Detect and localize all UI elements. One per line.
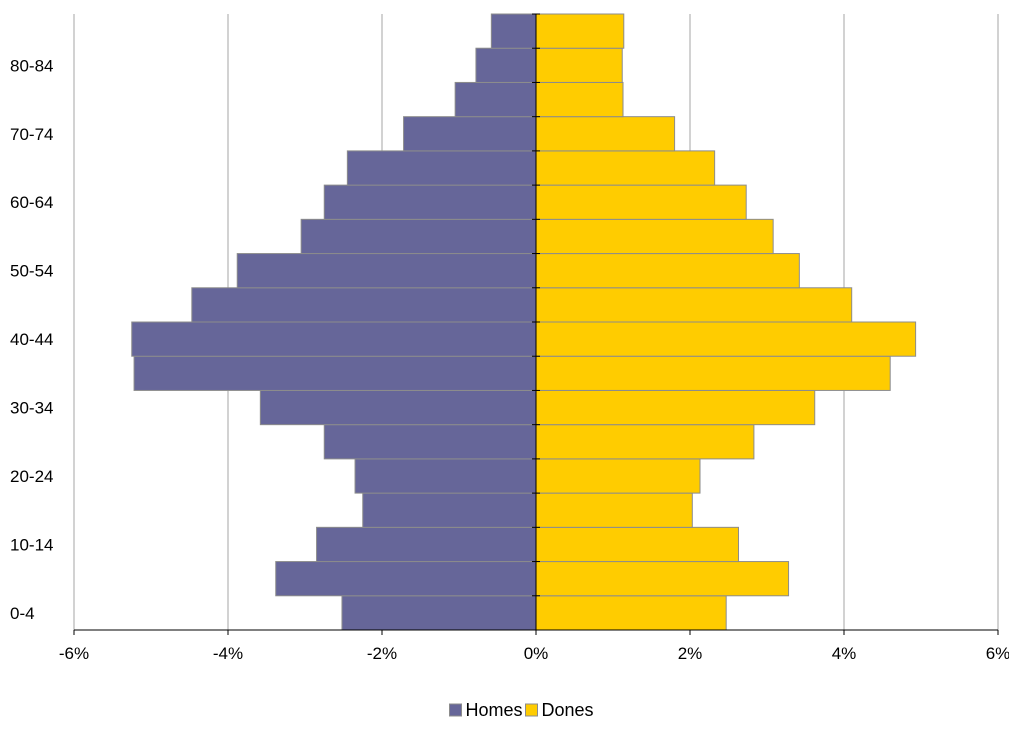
bar-homes-85+ [490, 13, 537, 49]
bar-homes-60-64 [323, 184, 537, 220]
bar-homes-40-44 [131, 321, 537, 357]
bar-homes-75-79 [454, 81, 537, 118]
bar-homes-35-39 [133, 355, 537, 391]
axes [73, 13, 999, 635]
bar-dones-65-69 [535, 150, 716, 186]
x-tick-label: -2% [367, 644, 397, 663]
legend-label-homes: Homes [466, 700, 523, 720]
bar-dones-25-29 [535, 424, 755, 460]
y-tick-label: 60-64 [10, 193, 53, 212]
bar-dones-80-84 [535, 47, 623, 83]
y-tick-labels: 0-4 10-14 20-24 30-34 40-44 50-54 60-64 70-74 80… [10, 56, 53, 623]
y-tick-label: 30-34 [10, 399, 53, 418]
bar-dones-35-39 [535, 355, 891, 391]
bar-dones-55-59 [535, 218, 774, 255]
y-tick-label: 0-4 [10, 604, 35, 623]
y-tick-label: 70-74 [10, 125, 53, 144]
bar-dones-10-14 [535, 526, 740, 563]
bar-dones-50-54 [535, 253, 800, 289]
x-tick-label: -4% [213, 644, 243, 663]
bar-dones-85+ [535, 13, 625, 49]
legend-swatch-homes [449, 703, 462, 717]
legend-label-dones: Dones [542, 700, 594, 720]
y-tick-label: 80-84 [10, 56, 53, 75]
bar-dones-15-19 [535, 492, 693, 528]
bar-dones-5-9 [535, 561, 790, 597]
x-tick-label: -6% [59, 644, 89, 663]
x-tick-label: 2% [678, 644, 703, 663]
bar-homes-65-69 [346, 150, 537, 186]
legend: Homes Dones [449, 700, 594, 720]
bar-homes-55-59 [300, 218, 537, 255]
bar-homes-0-4 [341, 595, 537, 631]
x-tick-label: 0% [524, 644, 549, 663]
bars [131, 13, 917, 631]
bar-dones-40-44 [535, 321, 917, 357]
bar-dones-30-34 [535, 389, 816, 426]
bar-homes-45-49 [191, 287, 537, 323]
bar-homes-80-84 [475, 47, 537, 83]
bar-dones-75-79 [535, 81, 624, 118]
bar-homes-5-9 [275, 561, 537, 597]
legend-swatch-dones [525, 703, 538, 717]
bar-homes-70-74 [403, 116, 537, 152]
x-tick-label: 4% [832, 644, 857, 663]
y-tick-label: 20-24 [10, 467, 53, 486]
x-tick-labels: -6% -4% -2% 0% 2% 4% 6% [59, 644, 1009, 663]
bar-dones-20-24 [535, 458, 701, 494]
x-tick-label: 6% [986, 644, 1009, 663]
bar-homes-25-29 [323, 424, 537, 460]
bar-dones-70-74 [535, 116, 676, 152]
bar-dones-60-64 [535, 184, 747, 220]
bar-homes-10-14 [316, 526, 537, 563]
y-tick-label: 40-44 [10, 330, 53, 349]
bar-homes-50-54 [236, 253, 537, 289]
bar-homes-15-19 [362, 492, 537, 528]
bar-dones-45-49 [535, 287, 853, 323]
bar-dones-0-4 [535, 595, 727, 631]
bar-homes-30-34 [259, 389, 537, 426]
y-tick-label: 50-54 [10, 262, 53, 281]
y-tick-label: 10-14 [10, 535, 53, 554]
bar-homes-20-24 [354, 458, 537, 494]
